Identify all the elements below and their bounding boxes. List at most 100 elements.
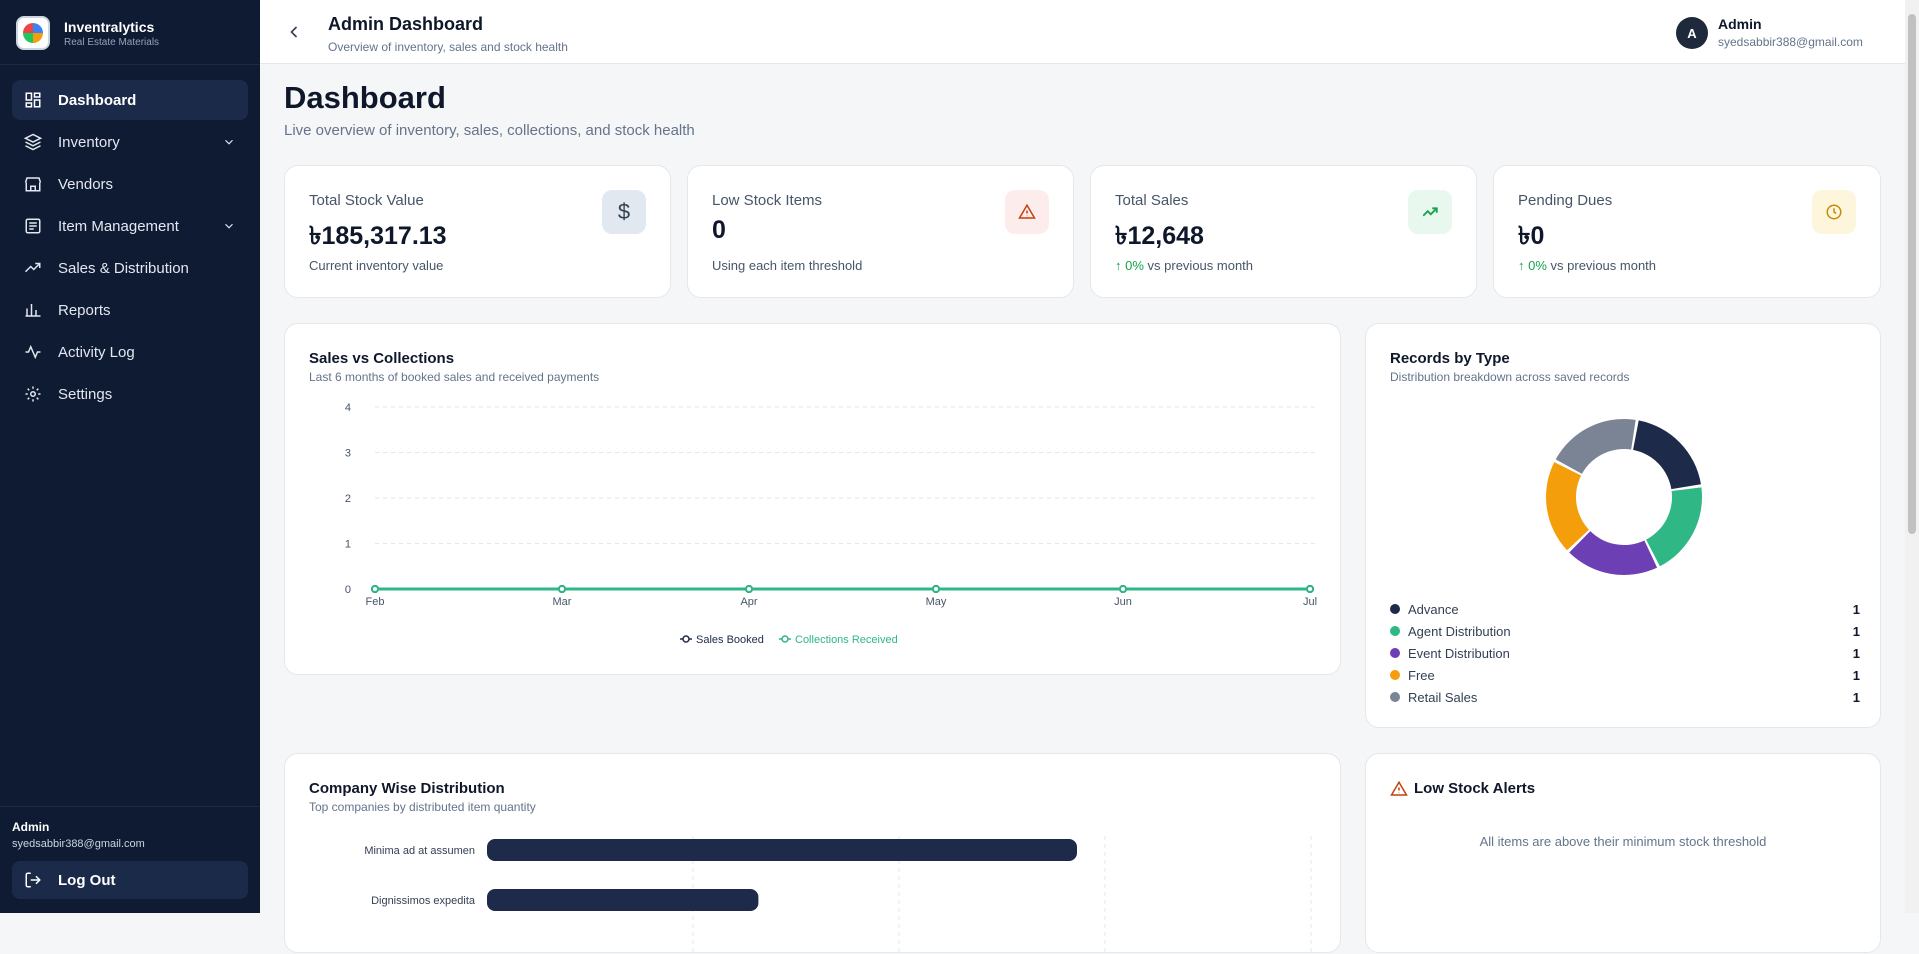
legend-row: Event Distribution 1 (1390, 642, 1860, 664)
x-tick-label: Feb (366, 596, 385, 608)
legend-row: Agent Distribution 1 (1390, 620, 1860, 642)
sidebar-user: Admin syedsabbir388@gmail.com (12, 820, 145, 850)
stat-card-total-stock-value: Total Stock Value ৳185,317.13 Current in… (284, 165, 671, 298)
stat-card-low-stock-items: Low Stock Items 0 Using each item thresh… (687, 165, 1074, 298)
low-stock-alerts-card: Low Stock Alerts All items are above the… (1365, 753, 1881, 953)
stat-value: ৳12,648 (1115, 222, 1204, 250)
sidebar-item-label: Sales & Distribution (58, 259, 189, 277)
records-legend: Advance 1 Agent Distribution 1 Event Distr… (1390, 598, 1860, 708)
data-point (1119, 585, 1127, 593)
x-tick-label: Mar (553, 596, 572, 608)
legend-count: 1 (1852, 667, 1860, 683)
legend-label: Sales Booked (696, 634, 764, 646)
gear-icon (25, 386, 41, 402)
stat-change: ↑ 0% (1518, 258, 1547, 273)
brand-logo (16, 16, 50, 50)
page-scrollbar[interactable] (1905, 0, 1919, 913)
topbar-user-name: Admin (1718, 16, 1762, 32)
stat-card-pending-dues: Pending Dues ৳0 ↑ 0% vs previous month (1493, 165, 1881, 298)
bar (487, 839, 1077, 861)
legend-count: 1 (1852, 689, 1860, 705)
sidebar-user-name: Admin (12, 820, 50, 834)
sidebar-divider (0, 64, 260, 65)
legend-count: 1 (1852, 645, 1860, 661)
chevron-down-icon[interactable] (222, 219, 236, 233)
data-point (1306, 585, 1314, 593)
y-tick-label: 1 (345, 539, 351, 551)
donut-slice (1646, 487, 1702, 567)
x-tick-label: Apr (740, 596, 757, 608)
legend-dot (1390, 626, 1400, 636)
sidebar-item-vendors[interactable]: Vendors (12, 164, 248, 204)
legend-label: Collections Received (795, 634, 898, 646)
brand-name: Inventralytics (64, 18, 155, 35)
stat-value: ৳0 (1518, 222, 1545, 250)
sidebar-item-inventory[interactable]: Inventory (12, 122, 248, 162)
sidebar-item-label: Vendors (58, 175, 114, 193)
y-tick-label: 2 (345, 493, 351, 505)
data-point (932, 585, 940, 593)
y-tick-label: 3 (345, 448, 351, 460)
sidebar-item-item-management[interactable]: Item Management (12, 206, 248, 246)
chart-title: Records by Type (1390, 350, 1510, 367)
sidebar-nav: Dashboard Inventory Vendors Item Managem… (12, 80, 248, 416)
stat-note: Current inventory value (309, 258, 444, 273)
data-point (558, 585, 566, 593)
stat-value: ৳185,317.13 (309, 222, 447, 250)
legend-label: Free (1408, 667, 1435, 683)
chart-title: Sales vs Collections (309, 350, 455, 367)
legend-count: 1 (1852, 601, 1860, 617)
dollar-icon: $ (602, 190, 646, 234)
sidebar-item-label: Item Management (58, 217, 179, 235)
avatar[interactable]: A (1676, 17, 1708, 49)
sidebar-user-email: syedsabbir388@gmail.com (12, 838, 145, 850)
sidebar: Inventralytics Real Estate Materials Das… (0, 0, 260, 913)
chevron-down-icon[interactable] (222, 135, 236, 149)
legend-label: Event Distribution (1408, 645, 1510, 661)
donut-slice (1555, 419, 1636, 474)
scrollbar-thumb[interactable] (1908, 14, 1916, 534)
donut-slice (1569, 531, 1658, 575)
stat-note: ↑ 0% vs previous month (1115, 258, 1253, 273)
warning-icon (1005, 190, 1049, 234)
y-tick-label: 4 (345, 402, 351, 414)
sidebar-item-settings[interactable]: Settings (12, 374, 248, 414)
x-tick-label: May (926, 596, 947, 608)
stat-label: Pending Dues (1518, 192, 1613, 209)
bar (487, 889, 759, 911)
chart-subtitle: Distribution breakdown across saved reco… (1390, 370, 1630, 384)
stat-card-total-sales: Total Sales ৳12,648 ↑ 0% vs previous mon… (1090, 165, 1477, 298)
topbar-user[interactable]: Admin syedsabbir388@gmail.com (1718, 16, 1863, 49)
sidebar-divider (0, 806, 260, 807)
layers-icon (24, 133, 42, 151)
brand[interactable]: Inventralytics Real Estate Materials (16, 16, 159, 50)
sidebar-item-label: Settings (58, 385, 113, 403)
sidebar-item-dashboard[interactable]: Dashboard (12, 80, 248, 120)
bar-label: Dignissimos expedita (371, 895, 476, 907)
bar-chart-icon (25, 304, 41, 317)
sidebar-item-reports[interactable]: Reports (12, 290, 248, 330)
page-subtitle: Live overview of inventory, sales, colle… (284, 122, 695, 139)
list-icon (25, 218, 41, 234)
stat-label: Low Stock Items (712, 192, 823, 209)
alerts-title: Low Stock Alerts (1414, 780, 1536, 797)
stat-value: 0 (712, 216, 726, 244)
legend-marker (781, 635, 789, 643)
topbar-user-email: syedsabbir388@gmail.com (1718, 35, 1863, 49)
alerts-empty-message: All items are above their minimum stock … (1479, 834, 1767, 849)
topbar: Admin Dashboard Overview of inventory, s… (260, 0, 1905, 64)
x-tick-label: Jun (1114, 596, 1132, 608)
sidebar-item-activity-log[interactable]: Activity Log (12, 332, 248, 372)
legend-dot (1390, 604, 1400, 614)
y-tick-label: 0 (345, 584, 351, 596)
donut-slice (1633, 420, 1701, 490)
chart-subtitle: Top companies by distributed item quanti… (309, 800, 536, 814)
back-arrow-icon[interactable] (284, 22, 304, 42)
sales-collections-line-chart: 0 1 2 3 4 Feb Mar Apr May Jun Jul Sales Booked Colle… (345, 402, 1317, 646)
stat-note: ↑ 0% vs previous month (1518, 258, 1656, 273)
logout-button[interactable]: Log Out (12, 861, 248, 899)
stat-label: Total Stock Value (309, 192, 424, 209)
trending-up-icon (1408, 190, 1452, 234)
sidebar-item-sales-distribution[interactable]: Sales & Distribution (12, 248, 248, 288)
dashboard-icon (25, 92, 41, 108)
